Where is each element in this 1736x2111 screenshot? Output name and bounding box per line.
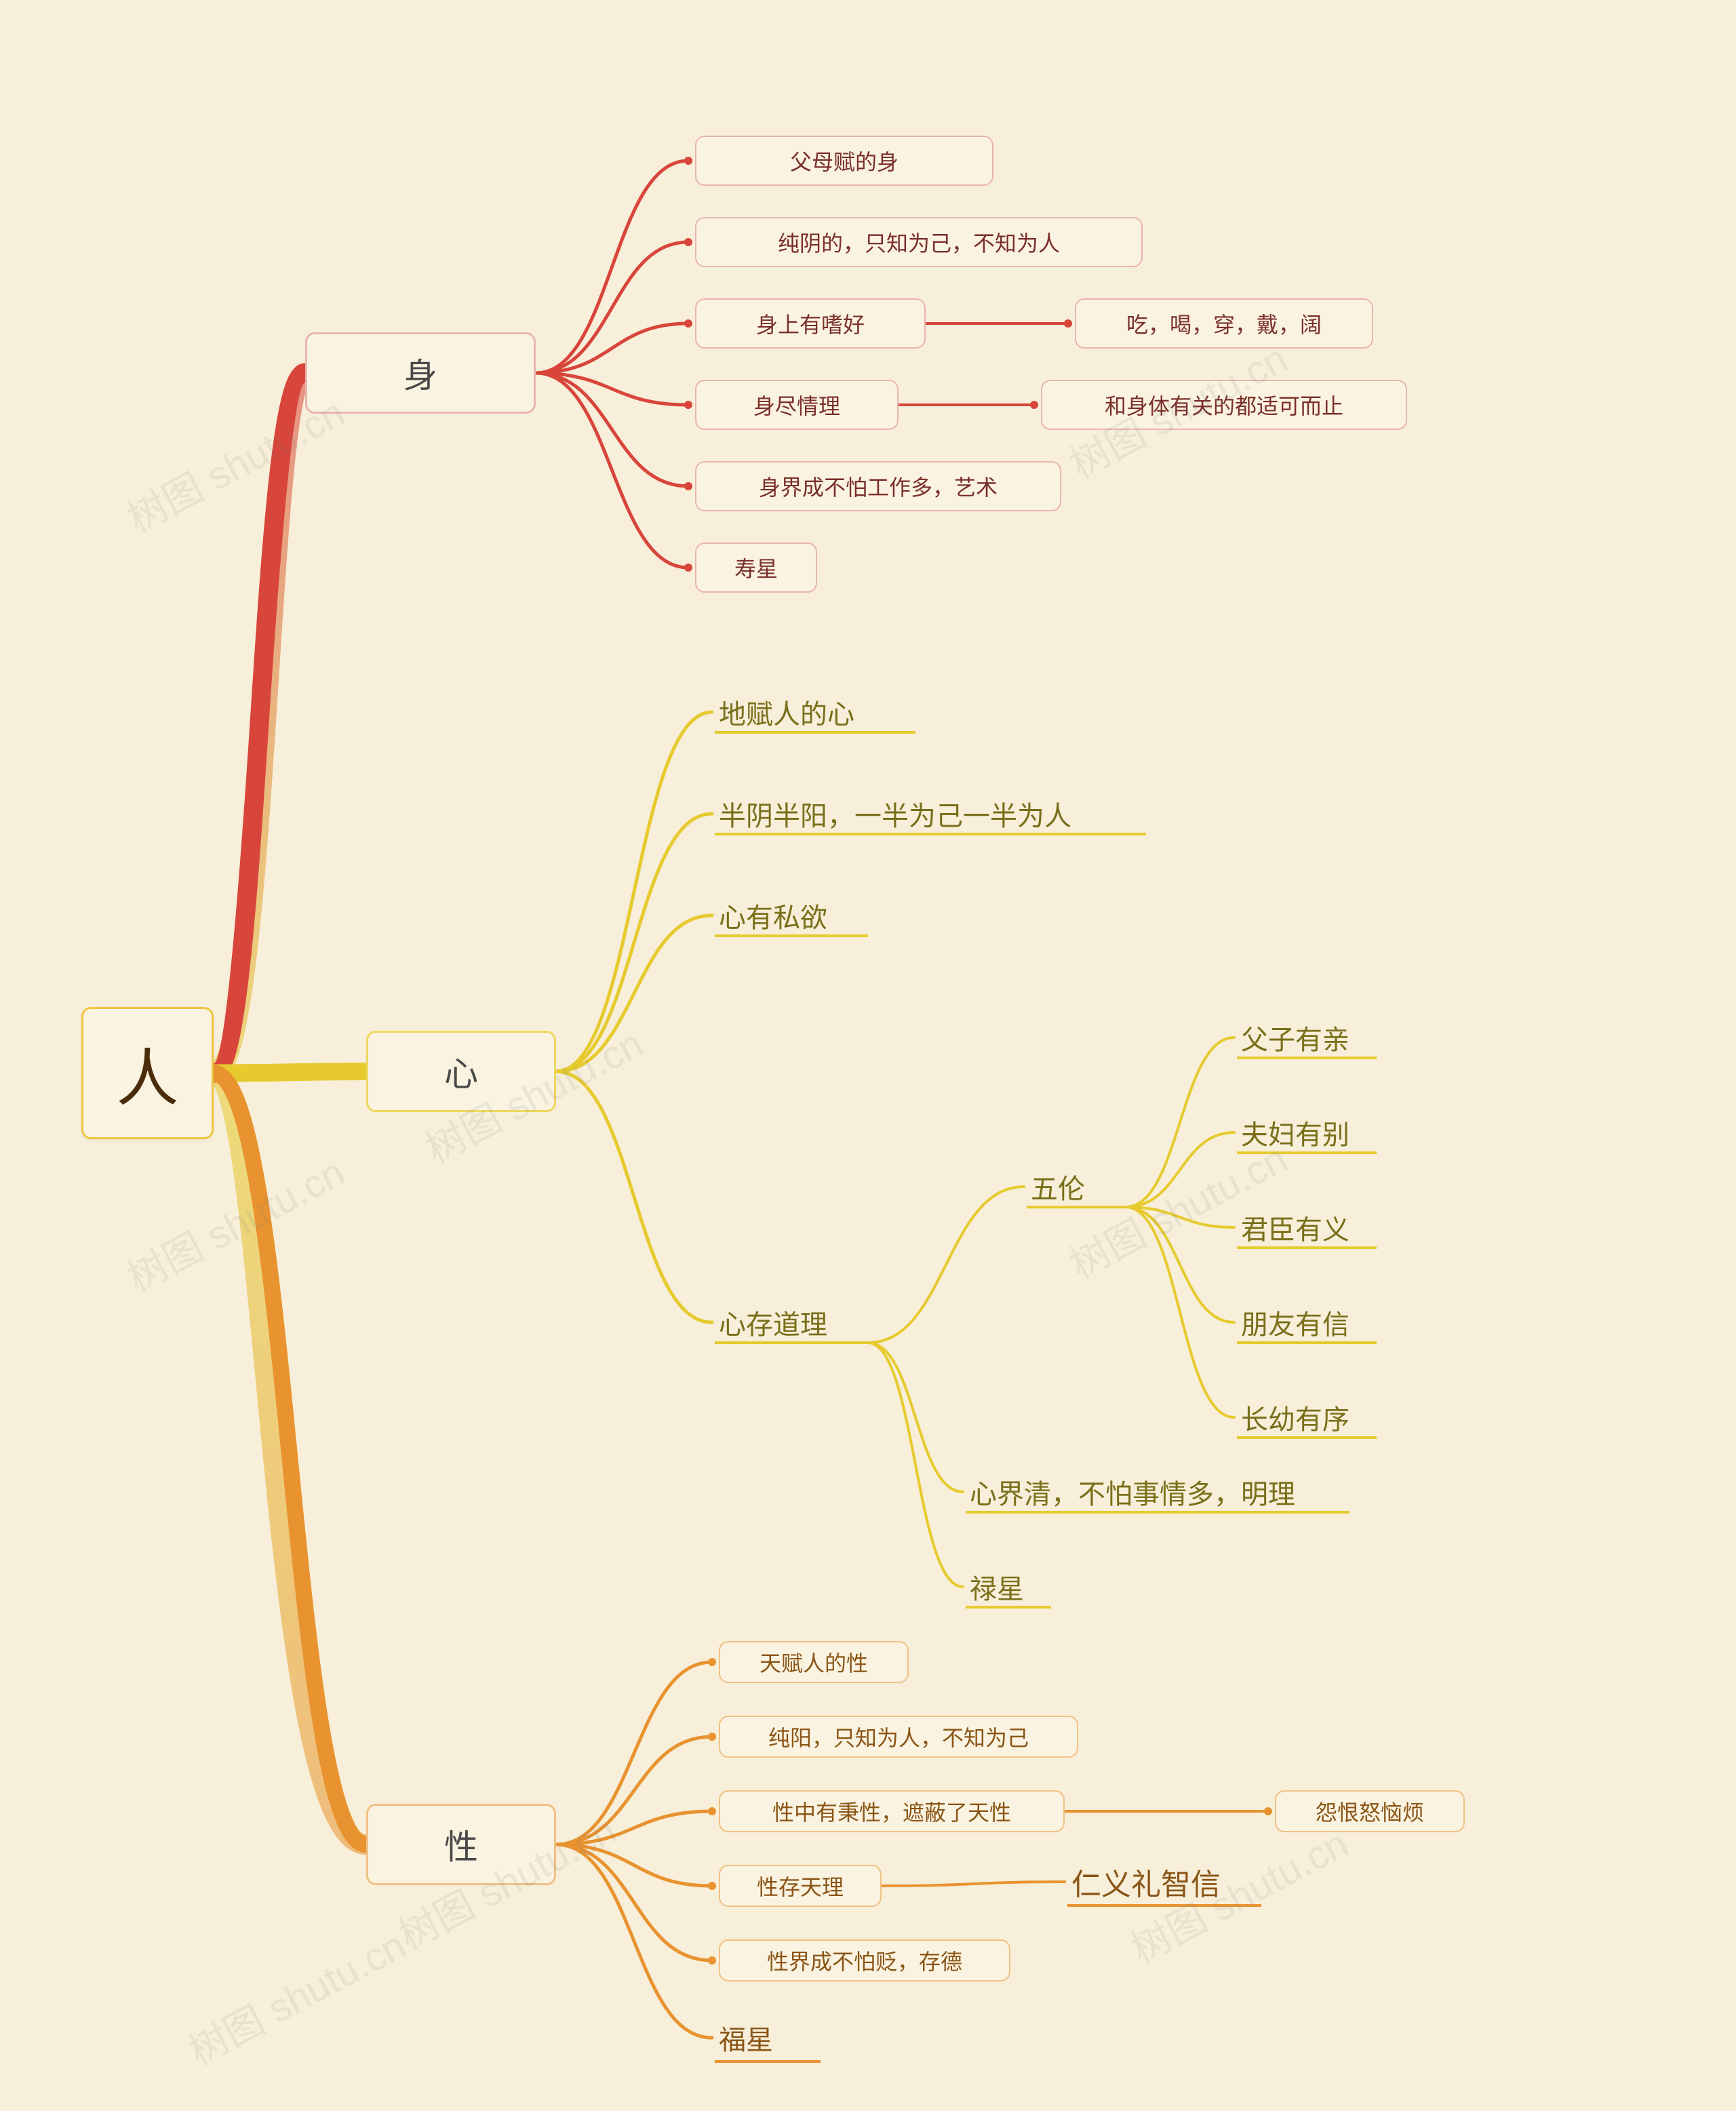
branch-node[interactable]: 心 xyxy=(366,1031,556,1112)
node-label: 仁义礼智信 xyxy=(1071,1860,1221,1903)
leaf-node[interactable]: 性存天理 xyxy=(719,1865,882,1907)
node-label: 身尽情理 xyxy=(753,389,840,420)
node-label: 禄星 xyxy=(970,1567,1024,1606)
watermark: 树图 shutu.cn xyxy=(177,1914,414,2076)
leaf-node[interactable]: 朋友有信 xyxy=(1241,1302,1377,1343)
leaf-node[interactable]: 心有私欲 xyxy=(719,895,868,936)
node-label: 长幼有序 xyxy=(1241,1398,1349,1437)
node-label: 地赋人的心 xyxy=(719,692,854,732)
root-node[interactable]: 人 xyxy=(81,1007,214,1139)
leaf-node[interactable]: 地赋人的心 xyxy=(719,692,915,732)
leaf-node[interactable]: 寿星 xyxy=(695,542,817,593)
leaf-node[interactable]: 父母赋的身 xyxy=(695,136,993,186)
node-label: 纯阳，只知为人，不知为己 xyxy=(768,1721,1029,1752)
node-label: 心 xyxy=(444,1047,478,1096)
node-label: 性界成不怕贬，存德 xyxy=(767,1945,962,1976)
leaf-node[interactable]: 心存道理 xyxy=(719,1302,868,1343)
branch-node[interactable]: 性 xyxy=(366,1804,556,1885)
node-label: 朋友有信 xyxy=(1241,1303,1349,1342)
node-label: 心存道理 xyxy=(719,1303,827,1342)
leaf-node[interactable]: 怨恨怒恼烦 xyxy=(1275,1790,1465,1832)
leaf-node[interactable]: 身尽情理 xyxy=(695,380,899,430)
node-label: 吃，喝，穿，戴，阔 xyxy=(1126,308,1322,339)
node-label: 和身体有关的都适可而止 xyxy=(1105,389,1343,420)
branch-node[interactable]: 身 xyxy=(305,332,536,414)
leaf-node[interactable]: 福星 xyxy=(719,2014,821,2061)
node-label: 五伦 xyxy=(1031,1167,1085,1206)
node-label: 父子有亲 xyxy=(1241,1018,1349,1057)
node-label: 性存天理 xyxy=(757,1870,844,1901)
node-label: 夫妇有别 xyxy=(1241,1113,1349,1152)
leaf-node[interactable]: 和身体有关的都适可而止 xyxy=(1041,380,1407,430)
leaf-node[interactable]: 仁义礼智信 xyxy=(1071,1858,1261,1906)
leaf-node[interactable]: 吃，喝，穿，戴，阔 xyxy=(1075,298,1373,349)
node-label: 性中有秉性，遮蔽了天性 xyxy=(772,1796,1011,1827)
leaf-node[interactable]: 纯阴的，只知为己，不知为人 xyxy=(695,217,1143,267)
leaf-node[interactable]: 纯阳，只知为人，不知为己 xyxy=(719,1716,1078,1758)
leaf-node[interactable]: 天赋人的性 xyxy=(719,1641,909,1683)
leaf-node[interactable]: 性界成不怕贬，存德 xyxy=(719,1939,1010,1981)
leaf-node[interactable]: 身界成不怕工作多，艺术 xyxy=(695,461,1061,511)
node-label: 怨恨怒恼烦 xyxy=(1316,1796,1424,1827)
node-label: 父母赋的身 xyxy=(790,145,899,176)
node-label: 人 xyxy=(116,1028,178,1118)
node-label: 半阴半阳，一半为己一半为人 xyxy=(719,794,1071,833)
node-label: 身 xyxy=(403,349,437,397)
node-label: 天赋人的性 xyxy=(760,1646,868,1678)
leaf-node[interactable]: 半阴半阳，一半为己一半为人 xyxy=(719,793,1146,834)
node-label: 身上有嗜好 xyxy=(756,308,865,339)
leaf-node[interactable]: 心界清，不怕事情多，明理 xyxy=(970,1472,1349,1512)
leaf-node[interactable]: 夫妇有别 xyxy=(1241,1112,1377,1153)
leaf-node[interactable]: 长幼有序 xyxy=(1241,1397,1377,1438)
leaf-node[interactable]: 五伦 xyxy=(1031,1166,1126,1207)
leaf-node[interactable]: 君臣有义 xyxy=(1241,1207,1377,1248)
node-label: 身界成不怕工作多，艺术 xyxy=(759,471,998,502)
node-label: 寿星 xyxy=(734,552,778,583)
node-label: 性 xyxy=(444,1820,478,1869)
leaf-node[interactable]: 父子有亲 xyxy=(1241,1017,1377,1058)
node-label: 心界清，不怕事情多，明理 xyxy=(970,1472,1295,1512)
leaf-node[interactable]: 身上有嗜好 xyxy=(695,298,926,349)
watermark: 树图 shutu.cn xyxy=(116,1141,353,1303)
leaf-node[interactable]: 性中有秉性，遮蔽了天性 xyxy=(719,1790,1065,1832)
node-label: 福星 xyxy=(719,2018,773,2057)
leaf-node[interactable]: 禄星 xyxy=(970,1566,1051,1607)
node-label: 君臣有义 xyxy=(1241,1208,1349,1247)
node-label: 纯阴的，只知为己，不知为人 xyxy=(778,226,1060,258)
node-label: 心有私欲 xyxy=(719,896,827,935)
